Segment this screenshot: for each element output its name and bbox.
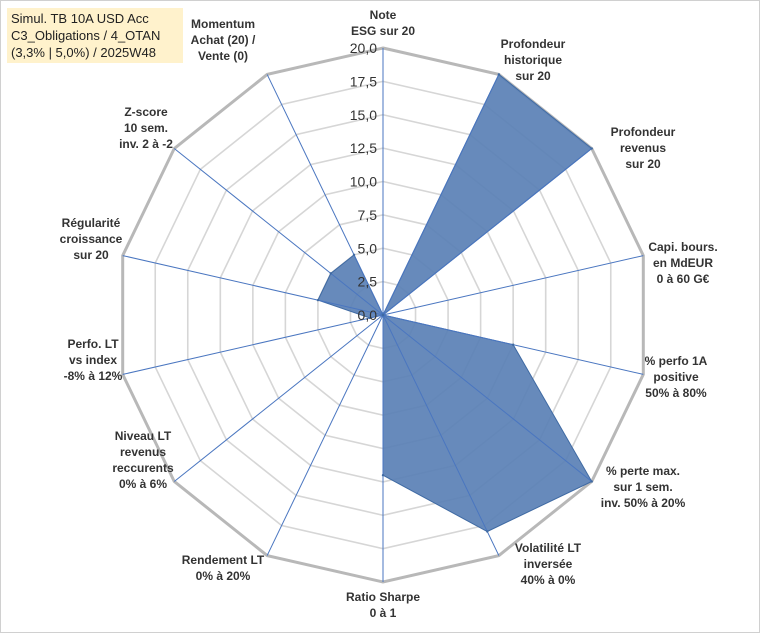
axis-spoke-10 [173,314,384,482]
data-point-14 [352,253,356,257]
axis-label-6-line-3: inv. 50% à 20% [601,496,686,510]
data-point-13 [329,272,333,275]
axis-spoke-7 [382,314,500,556]
axis-label-10-line-2: revenus [120,445,166,459]
axis-spoke-3 [382,148,593,316]
axis-label-3-line-3: sur 20 [625,157,661,171]
info-box: Simul. TB 10A USD Acc C3_Obligations / 4… [7,8,183,63]
data-point-8 [381,474,385,477]
axis-label-2-line-3: sur 20 [515,69,551,83]
axis-label-12-line-3: sur 20 [73,248,109,262]
data-point-3 [590,147,593,150]
data-point-12 [316,298,320,302]
axis-label-14-line-3: Vente (0) [198,49,248,63]
data-point-5 [511,343,515,346]
axis-label-10-line-4: 0% à 6% [119,477,167,491]
tick-label-8: 20,0 [350,40,377,56]
axis-spoke-12 [122,255,384,316]
tick-label-2: 5,0 [358,240,378,256]
axis-label-11-line-3: -8% à 12% [64,369,123,383]
tick-label-4: 10,0 [350,174,377,190]
axis-label-4-line-2: en MdEUR [653,256,713,270]
axis-label-6-line-2: sur 1 sem. [613,480,672,494]
axis-spoke-4 [382,255,644,316]
axis-label-12-line-1: Régularité [62,216,121,230]
axis-label-7-line-1: Volatilité LT [515,541,582,555]
axis-label-12-line-2: croissance [60,232,123,246]
axis-label-5-line-1: % perfo 1A [645,354,708,368]
axis-spoke-11 [122,314,384,375]
axis-label-1-line-2: ESG sur 20 [351,24,415,38]
axis-label-6-line-1: % perte max. [606,464,680,478]
data-point-6 [590,480,593,483]
tick-label-6: 15,0 [350,107,377,123]
tick-label-7: 17,5 [350,73,377,89]
tick-label-5: 12,5 [350,140,377,156]
axis-label-10-line-1: Niveau LT [115,429,172,443]
info-line-1: Simul. TB 10A USD Acc [11,11,149,26]
info-line-3: (3,3% | 5,0%) / 2025W48 [11,45,157,60]
axis-label-7-line-2: inversée [524,557,573,571]
axis-label-11-line-2: vs index [69,353,117,367]
axis-label-3-line-2: revenus [620,141,666,155]
axis-label-2-line-2: historique [504,53,562,67]
axis-spoke-6 [382,314,593,482]
axis-label-8-line-1: Ratio Sharpe [346,590,420,604]
axis-label-8-line-2: 0 à 1 [370,606,397,620]
axis-label-14-line-1: Momentum [191,17,255,31]
axis-spoke-9 [266,314,384,556]
axis-label-13-line-2: 10 sem. [124,121,168,135]
axis-label-3-line-1: Profondeur [611,125,676,139]
axis-label-10-line-3: reccurents [112,461,174,475]
tick-label-3: 7,5 [358,207,378,223]
axis-label-9-line-2: 0% à 20% [196,569,251,583]
axis-label-5-line-3: 50% à 80% [645,386,707,400]
axis-spoke-14 [266,74,384,316]
axis-label-5-line-2: positive [653,370,699,384]
axis-label-2-line-1: Profondeur [501,37,566,51]
axis-label-4-line-1: Capi. bours. [648,240,717,254]
axis-spoke-2 [382,74,500,316]
data-point-10 [381,313,385,317]
axis-label-11-line-1: Perfo. LT [67,337,119,351]
data-point-7 [486,530,489,533]
axis-label-4-line-3: 0 à 60 G€ [657,272,710,286]
info-line-2: C3_Obligations / 4_OTAN [11,28,161,43]
axis-label-13-line-3: inv. 2 à -2 [119,137,173,151]
tick-label-0: 0,0 [358,307,378,323]
axis-label-14-line-2: Achat (20) / [191,33,256,47]
axis-label-9-line-1: Rendement LT [182,553,265,567]
axis-label-7-line-3: 40% à 0% [521,573,576,587]
axis-label-13-line-1: Z-score [124,105,168,119]
data-point-11 [368,316,372,320]
axis-label-1-line-1: Note [370,8,397,22]
tick-label-1: 2,5 [358,274,378,290]
data-point-2 [497,73,501,76]
axis-spoke-13 [173,148,384,316]
